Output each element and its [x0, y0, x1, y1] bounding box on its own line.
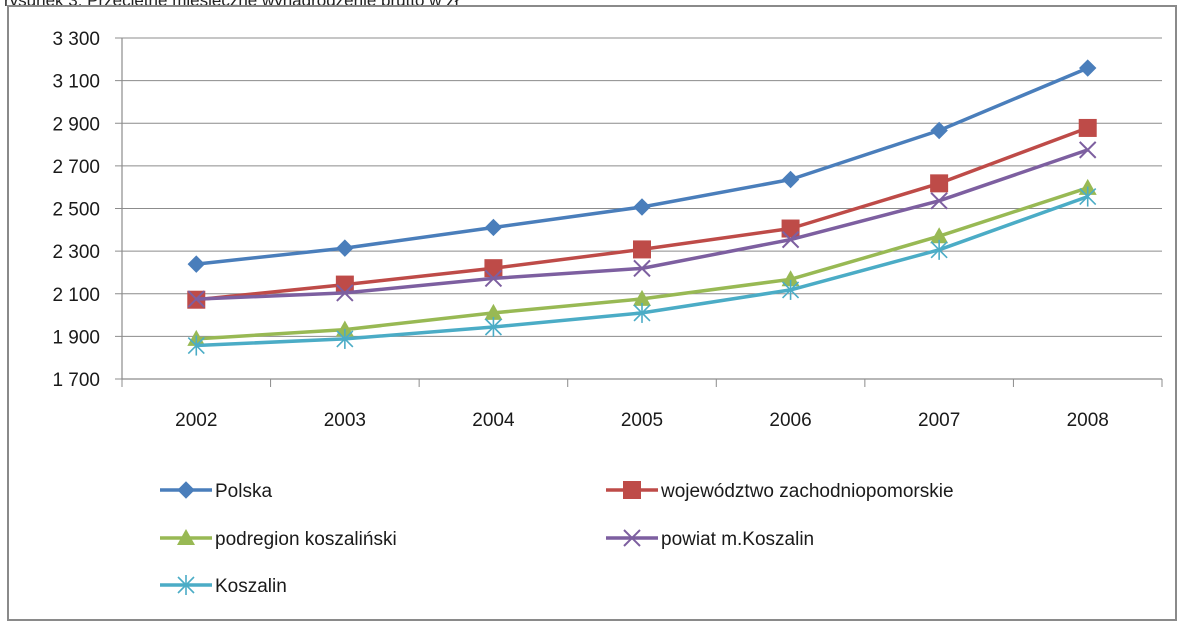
x-tick-label: 2002 — [175, 410, 217, 431]
y-tick-label: 3 100 — [52, 72, 100, 93]
legend-label: powiat m.Koszalin — [661, 529, 814, 550]
x-tick-label: 2004 — [472, 410, 515, 431]
legend-item: Koszalin — [160, 575, 287, 597]
data-point — [633, 198, 651, 216]
marker-stroke — [930, 192, 948, 210]
data-point — [336, 284, 354, 302]
legend-label: województwo zachodniopomorskie — [660, 481, 954, 502]
legend-label: Polska — [215, 481, 272, 502]
data-point — [782, 279, 800, 300]
data-point — [930, 174, 949, 193]
series-1 — [187, 59, 1097, 273]
marker-stroke — [1079, 141, 1097, 159]
series-5 — [187, 186, 1097, 356]
marker-stroke — [187, 290, 205, 308]
x-tick-label: 2003 — [324, 410, 366, 431]
data-point — [335, 320, 354, 337]
data-point — [633, 302, 651, 323]
data-point — [484, 218, 503, 237]
legend-label: podregion koszaliński — [215, 529, 397, 550]
marker-stroke — [633, 259, 651, 278]
marker-stroke — [781, 230, 800, 249]
data-point — [336, 239, 354, 257]
legend-marker — [177, 529, 195, 545]
data-point — [930, 192, 948, 210]
marker-stroke — [336, 284, 354, 302]
x-tick-label: 2006 — [769, 410, 811, 431]
legend-marker — [177, 481, 195, 499]
y-tick-label: 2 900 — [52, 114, 100, 135]
legend-marker — [623, 481, 641, 499]
data-point — [1079, 59, 1097, 77]
data-point — [1079, 141, 1097, 159]
legend-label: Koszalin — [215, 576, 287, 597]
data-point — [930, 227, 949, 244]
legend-marker — [623, 529, 641, 547]
data-point — [484, 303, 503, 320]
data-point — [633, 259, 651, 278]
legend: Polska województwo zachodniopomorskie podr… — [160, 481, 954, 597]
legend-item: powiat m.Koszalin — [606, 529, 814, 550]
y-tick-label: 2 500 — [52, 200, 100, 221]
y-tick-label: 2 700 — [52, 157, 100, 178]
data-point — [336, 328, 354, 349]
series-line — [196, 194, 1089, 348]
data-point — [781, 219, 800, 238]
data-point — [781, 270, 800, 287]
data-point — [633, 240, 651, 259]
y-tick-label: 2 100 — [52, 285, 100, 306]
legend-marker — [177, 575, 195, 595]
legend-item: województwo zachodniopomorskie — [606, 481, 954, 502]
y-tick-label: 2 300 — [52, 242, 100, 263]
series-4 — [187, 141, 1097, 308]
data-point — [930, 121, 948, 140]
data-point — [781, 170, 800, 189]
chart-frame — [7, 5, 1177, 621]
legend-item: podregion koszaliński — [160, 529, 397, 550]
marker-stroke — [484, 269, 503, 288]
marker-stroke — [623, 529, 641, 547]
axis-layer: 1 700 1 900 2 100 2 300 2 500 2 700 2 900 3 100… — [52, 29, 1163, 431]
x-tick-label: 2005 — [621, 410, 663, 431]
series-line — [196, 148, 1089, 301]
series-layer — [187, 59, 1097, 356]
data-point — [484, 316, 502, 337]
y-tick-label: 1 900 — [52, 327, 100, 348]
data-point — [1079, 186, 1097, 207]
data-point — [1078, 118, 1097, 137]
data-point — [187, 290, 205, 308]
data-point — [633, 289, 651, 306]
data-point — [930, 239, 948, 260]
y-tick-label: 3 300 — [52, 29, 100, 50]
y-tick-label: 1 700 — [52, 370, 100, 391]
x-tick-label: 2007 — [918, 410, 960, 431]
data-point — [187, 255, 205, 273]
x-tick-label: 2008 — [1067, 410, 1109, 431]
data-point — [484, 259, 503, 278]
data-point — [187, 335, 205, 356]
data-point — [781, 230, 800, 249]
legend-item: Polska — [160, 481, 272, 502]
data-point — [484, 269, 503, 288]
